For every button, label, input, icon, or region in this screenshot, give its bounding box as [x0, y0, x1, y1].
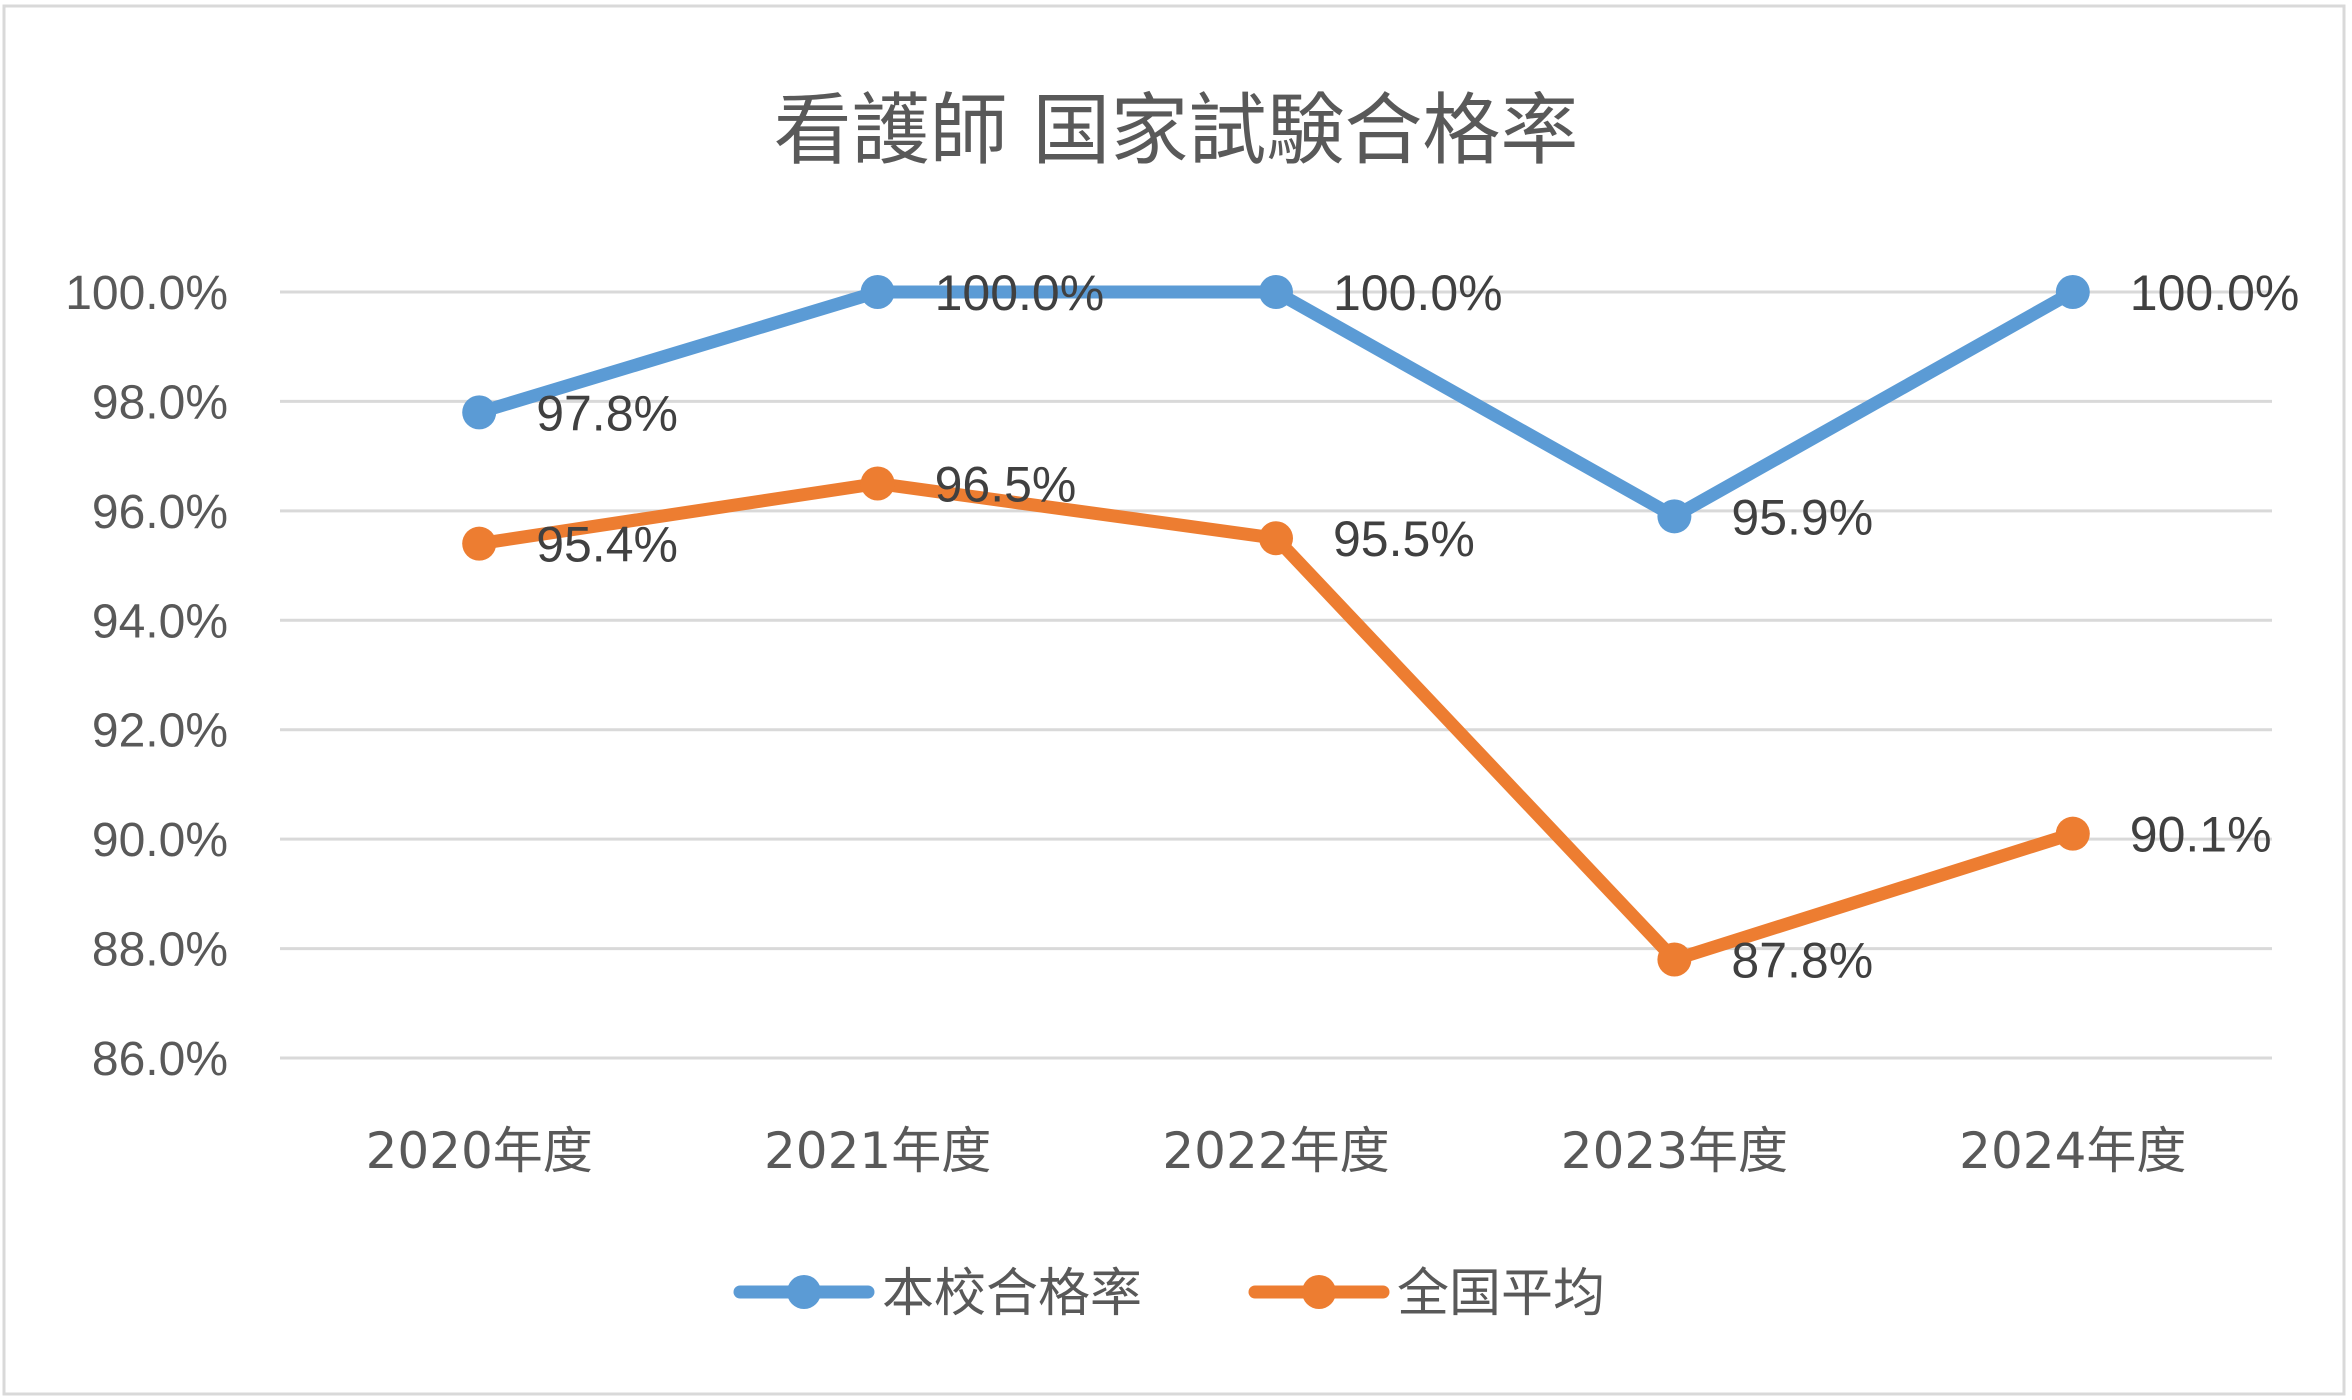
series-1	[462, 275, 2090, 534]
legend: 本校合格率 全国平均	[733, 1264, 1605, 1324]
y-tick-label: 98.0%	[92, 376, 228, 429]
y-tick-label: 88.0%	[92, 924, 228, 977]
data-label: 90.1%	[2130, 807, 2272, 863]
data-point	[1259, 275, 1293, 309]
data-label: 95.4%	[536, 517, 678, 573]
series-2	[462, 466, 2090, 977]
x-tick-label: 2022年度	[1162, 1122, 1389, 1180]
y-tick-label: 94.0%	[92, 595, 228, 648]
data-label: 95.5%	[1333, 511, 1475, 567]
data-point	[1259, 521, 1293, 556]
x-tick-label: 2024年度	[1959, 1122, 2186, 1180]
y-tick-label: 86.0%	[92, 1033, 228, 1086]
x-tick-label: 2020年度	[366, 1122, 593, 1180]
data-label: 95.9%	[1731, 489, 1873, 545]
x-tick-label: 2021年度	[764, 1122, 991, 1180]
x-tick-label: 2023年度	[1561, 1122, 1788, 1180]
data-point	[1657, 499, 1692, 534]
series-group	[462, 275, 2090, 977]
gridlines	[280, 290, 2272, 1060]
legend-item: 全国平均	[1248, 1264, 1605, 1324]
legend-label: 全国平均	[1397, 1264, 1605, 1324]
data-label: 100.0%	[935, 265, 1105, 321]
data-label: 100.0%	[2130, 265, 2300, 321]
y-tick-label: 92.0%	[92, 705, 228, 758]
data-label: 100.0%	[1333, 265, 1503, 321]
data-point	[860, 466, 895, 501]
legend-item: 本校合格率	[733, 1264, 1142, 1324]
y-tick-label: 96.0%	[92, 486, 228, 539]
y-axis-ticks: 86.0% 88.0% 90.0% 92.0% 94.0% 96.0% 98.0% 100.0…	[65, 267, 228, 1086]
x-axis-ticks: 2020年度 2021年度 2022年度 2023年度 2024年度	[366, 1122, 2187, 1180]
data-labels: 97.8% 100.0% 100.0% 95.9% 100.0% 95.4% 96.5% 95…	[536, 265, 2299, 989]
data-label: 87.8%	[1731, 933, 1873, 989]
legend-label: 本校合格率	[882, 1264, 1142, 1324]
data-point	[2055, 816, 2090, 851]
data-point	[860, 275, 895, 309]
legend-marker	[787, 1275, 821, 1309]
data-label: 97.8%	[536, 385, 678, 441]
y-tick-label: 90.0%	[92, 814, 228, 867]
chart-frame	[2, 4, 2346, 1396]
chart-title: 看護師 国家試験合格率	[774, 86, 1579, 176]
y-tick-label: 100.0%	[65, 267, 228, 320]
data-point	[462, 526, 497, 561]
data-point	[1657, 942, 1692, 977]
data-point	[2055, 275, 2090, 309]
data-label: 96.5%	[935, 457, 1077, 513]
legend-marker	[1302, 1275, 1336, 1309]
data-point	[462, 395, 497, 430]
